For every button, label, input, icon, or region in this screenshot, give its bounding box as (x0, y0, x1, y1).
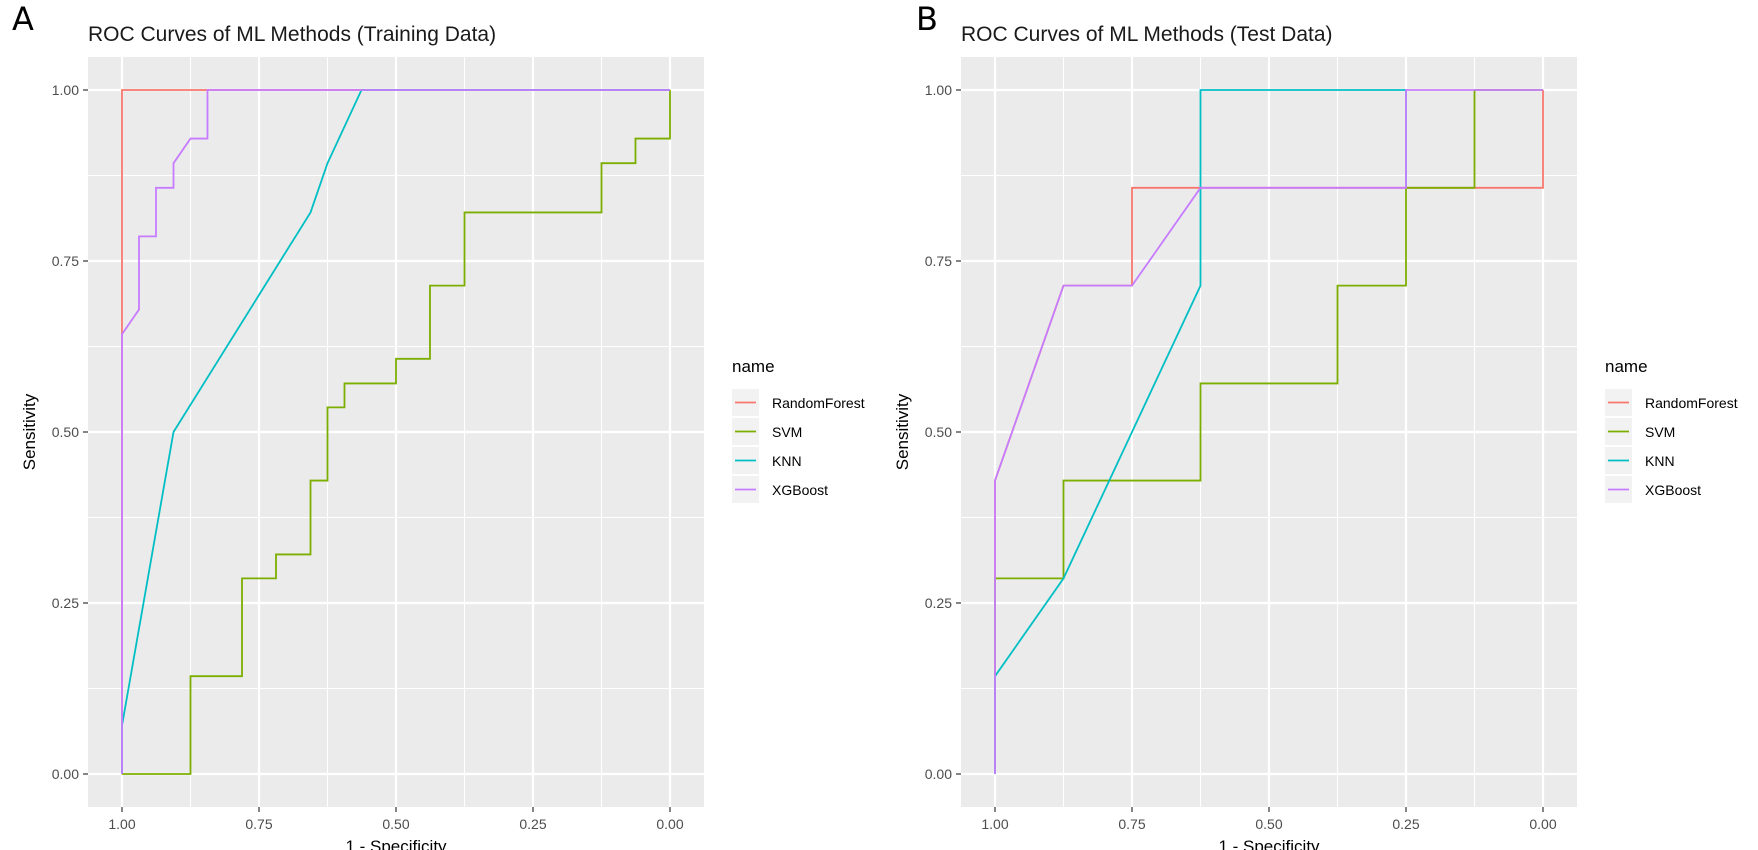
x-tick-label: 0.25 (1392, 816, 1419, 832)
legend-title: name (732, 357, 775, 376)
y-tick-label: 0.00 (52, 766, 79, 782)
legend-label-xgboost: XGBoost (772, 482, 828, 498)
y-tick-label: 0.75 (925, 253, 952, 269)
legend-label-knn: KNN (772, 453, 802, 469)
x-tick-label: 0.00 (656, 816, 683, 832)
legend-title: name (1605, 357, 1648, 376)
x-tick-label: 0.00 (1529, 816, 1556, 832)
x-tick-label: 0.75 (1118, 816, 1145, 832)
legend-label-svm: SVM (772, 424, 802, 440)
panel-letter-b: B (916, 0, 938, 38)
x-tick-label: 0.75 (245, 816, 272, 832)
panel-letter-a: A (12, 0, 34, 38)
x-tick-label: 1.00 (108, 816, 135, 832)
x-tick-label: 0.25 (519, 816, 546, 832)
y-axis-label: Sensitivity (20, 393, 39, 470)
legend-label-xgboost: XGBoost (1645, 482, 1701, 498)
y-axis-label: Sensitivity (893, 393, 912, 470)
x-axis-label: 1 - Specificity (345, 837, 447, 850)
chart-title-training: ROC Curves of ML Methods (Training Data) (88, 23, 497, 46)
legend-label-svm: SVM (1645, 424, 1675, 440)
y-tick-label: 0.50 (52, 424, 79, 440)
y-tick-label: 0.25 (925, 595, 952, 611)
series-line-xgboost-training (121, 89, 670, 774)
y-tick-label: 0.25 (52, 595, 79, 611)
x-tick-label: 1.00 (981, 816, 1008, 832)
legend-label-knn: KNN (1645, 453, 1675, 469)
series-line-svm-training (122, 90, 671, 775)
y-tick-label: 0.00 (925, 766, 952, 782)
chart-title-test: ROC Curves of ML Methods (Test Data) (961, 23, 1333, 46)
x-tick-label: 0.50 (1255, 816, 1282, 832)
y-tick-label: 1.00 (925, 82, 952, 98)
x-axis-label: 1 - Specificity (1218, 837, 1320, 850)
series-line-xgboost-test (994, 89, 1543, 774)
legend-label-randomforest: RandomForest (1645, 395, 1738, 411)
y-tick-label: 1.00 (52, 82, 79, 98)
x-tick-label: 0.50 (382, 816, 409, 832)
y-tick-label: 0.75 (52, 253, 79, 269)
legend-label-randomforest: RandomForest (772, 395, 865, 411)
y-tick-label: 0.50 (925, 424, 952, 440)
